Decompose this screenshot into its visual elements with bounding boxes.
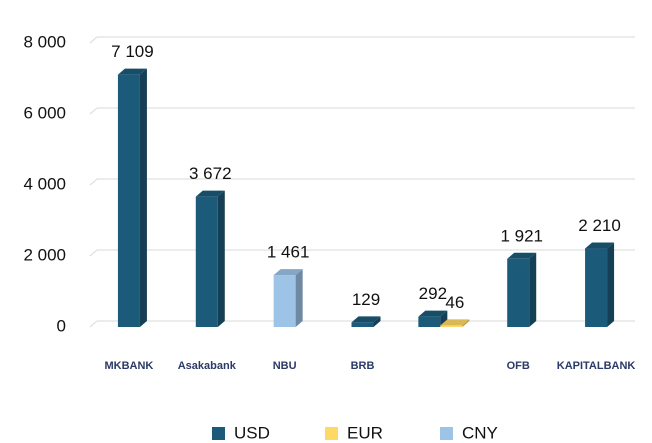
legend-label: USD <box>234 423 270 442</box>
grid-floor <box>89 107 98 115</box>
bar-side <box>529 252 537 327</box>
bar-top <box>273 269 303 276</box>
value-label: 3 672 <box>189 164 232 183</box>
bar <box>440 325 463 327</box>
bar-side <box>440 310 448 327</box>
bar-top <box>117 68 147 75</box>
y-tick-label: 8 000 <box>23 32 66 51</box>
bar-top <box>195 190 225 197</box>
x-tick-label: OFB <box>507 360 530 372</box>
legend-label: EUR <box>347 423 383 442</box>
y-tick-label: 0 <box>57 316 66 335</box>
bar-top <box>418 310 448 317</box>
bar <box>351 322 374 327</box>
bar-top <box>585 242 615 249</box>
bar-side <box>139 68 147 328</box>
bar-side <box>462 319 470 327</box>
legend-swatch <box>325 427 338 440</box>
bar-top <box>507 252 537 259</box>
bar <box>117 74 140 328</box>
bar-side <box>373 316 381 327</box>
grid-floor <box>89 249 98 257</box>
y-tick-label: 6 000 <box>23 103 66 122</box>
bar <box>418 316 441 327</box>
legend-swatch <box>440 427 453 440</box>
value-label: 129 <box>352 290 380 309</box>
x-tick-label: MKBANK <box>104 360 153 372</box>
bar-side <box>295 269 303 327</box>
bar-side <box>217 190 225 327</box>
bar <box>273 275 296 327</box>
value-label: 7 109 <box>111 42 154 61</box>
bar <box>195 196 218 327</box>
x-tick-label: Asakabank <box>178 360 237 372</box>
grid-floor <box>89 36 98 44</box>
legend-label: CNY <box>462 423 498 442</box>
legend-swatch <box>212 427 225 440</box>
x-tick-label: KAPITALBANK <box>557 360 636 372</box>
y-tick-label: 2 000 <box>23 245 66 264</box>
grid-floor <box>89 320 98 328</box>
bar-side <box>607 242 615 327</box>
value-label: 2 210 <box>578 216 621 235</box>
x-tick-label: BRB <box>351 360 375 372</box>
value-label: 292 <box>419 284 447 303</box>
y-tick-label: 4 000 <box>23 174 66 193</box>
bar <box>585 248 608 327</box>
value-label: 46 <box>445 293 464 312</box>
value-label: 1 921 <box>500 226 543 245</box>
bar <box>507 258 530 327</box>
x-tick-label: NBU <box>273 360 297 372</box>
value-label: 1 461 <box>267 243 310 262</box>
bar-top <box>351 316 381 323</box>
bar-top <box>440 319 470 326</box>
grid-floor <box>89 178 98 186</box>
